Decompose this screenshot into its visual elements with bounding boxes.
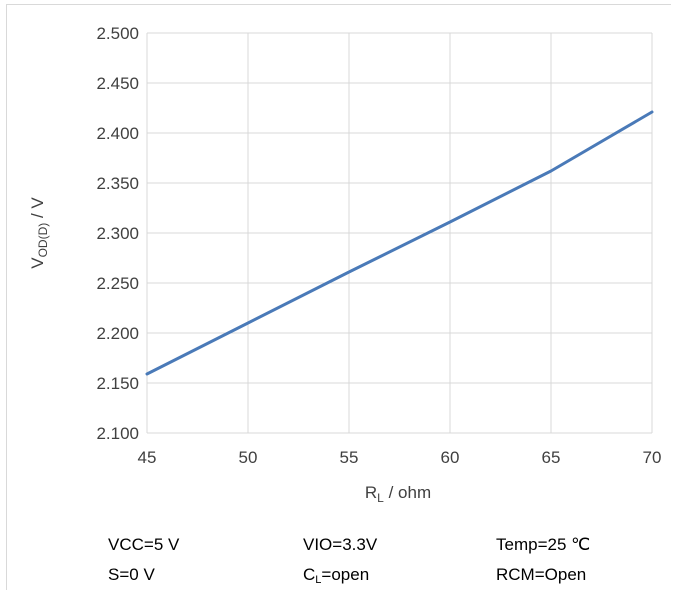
gridlines xyxy=(146,32,653,434)
y-tick-label: 2.250 xyxy=(96,274,139,293)
x-axis-label-suffix: / ohm xyxy=(384,483,431,502)
y-tick-label: 2.350 xyxy=(96,174,139,193)
x-tick-label: 60 xyxy=(441,448,460,467)
y-tick-label: 2.300 xyxy=(96,224,139,243)
x-axis-label: RL / ohm xyxy=(365,483,431,505)
x-tick-label: 55 xyxy=(340,448,359,467)
series-lines xyxy=(145,110,654,376)
condition-cl-sub: L xyxy=(315,574,322,586)
y-axis-label: VOD(D) / V xyxy=(28,197,50,269)
condition-vio: VIO=3.3V xyxy=(303,535,378,554)
condition-cl-main: C xyxy=(303,565,316,584)
y-tick-label: 2.200 xyxy=(96,324,139,343)
y-axis-label-main: V xyxy=(28,257,47,269)
y-axis-label-sub: OD(D) xyxy=(36,223,50,258)
x-tick-label: 65 xyxy=(542,448,561,467)
condition-vcc: VCC=5 V xyxy=(108,535,180,554)
condition-rcm: RCM=Open xyxy=(496,565,587,584)
x-tick-label: 45 xyxy=(138,448,157,467)
x-tick-label: 50 xyxy=(239,448,258,467)
series-line xyxy=(145,110,654,376)
condition-cl-suffix: =open xyxy=(321,565,370,584)
y-tick-label: 2.450 xyxy=(96,74,139,93)
condition-s: S=0 V xyxy=(108,565,155,584)
y-tick-label: 2.150 xyxy=(96,374,139,393)
y-tick-label: 2.100 xyxy=(96,424,139,443)
y-tick-label: 2.400 xyxy=(96,124,139,143)
condition-temp: Temp=25 ℃ xyxy=(496,535,591,554)
y-tick-label: 2.500 xyxy=(96,24,139,43)
condition-cl: CL=open xyxy=(303,565,369,586)
x-tick-label: 70 xyxy=(643,448,662,467)
tick-labels: 2.100 2.150 2.200 2.250 2.300 2.350 2.400 2.450… xyxy=(96,24,661,467)
x-axis-label-main: R xyxy=(365,483,377,502)
chart-frame xyxy=(6,4,671,590)
y-axis-label-suffix: / V xyxy=(28,197,47,223)
x-axis-label-sub: L xyxy=(377,491,384,505)
